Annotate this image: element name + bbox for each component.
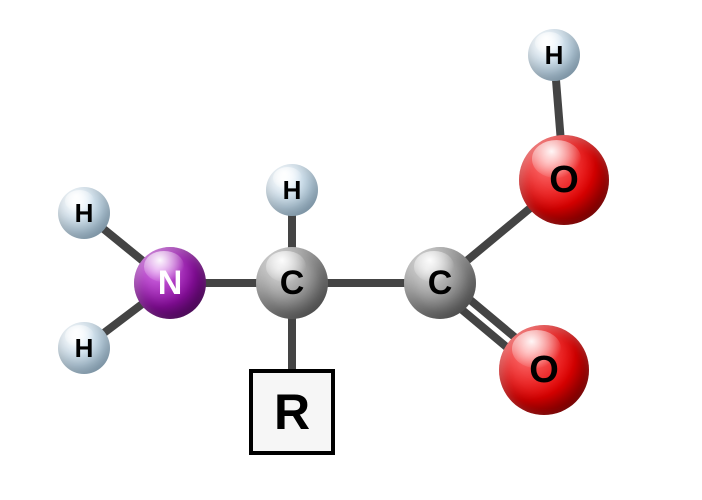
- atom-label: N: [158, 264, 183, 303]
- atom-o: O: [499, 325, 589, 415]
- atom-n: N: [134, 247, 206, 319]
- atom-label: H: [75, 198, 94, 229]
- molecule-stage: R N C C O O H H H H: [0, 0, 702, 500]
- atom-label: C: [428, 264, 453, 303]
- atom-label: H: [283, 175, 302, 206]
- atom-c: C: [404, 247, 476, 319]
- atom-o: O: [519, 135, 609, 225]
- atom-label: C: [280, 264, 305, 303]
- atom-label: O: [529, 349, 559, 392]
- atom-c: C: [256, 247, 328, 319]
- r-group-label: R: [274, 383, 310, 441]
- atom-h: H: [58, 187, 110, 239]
- atom-label: H: [75, 333, 94, 364]
- r-group-box: R: [249, 369, 335, 455]
- atom-h: H: [266, 164, 318, 216]
- atom-h: H: [528, 29, 580, 81]
- atom-label: H: [545, 40, 564, 71]
- atom-label: O: [549, 159, 579, 202]
- atom-h: H: [58, 322, 110, 374]
